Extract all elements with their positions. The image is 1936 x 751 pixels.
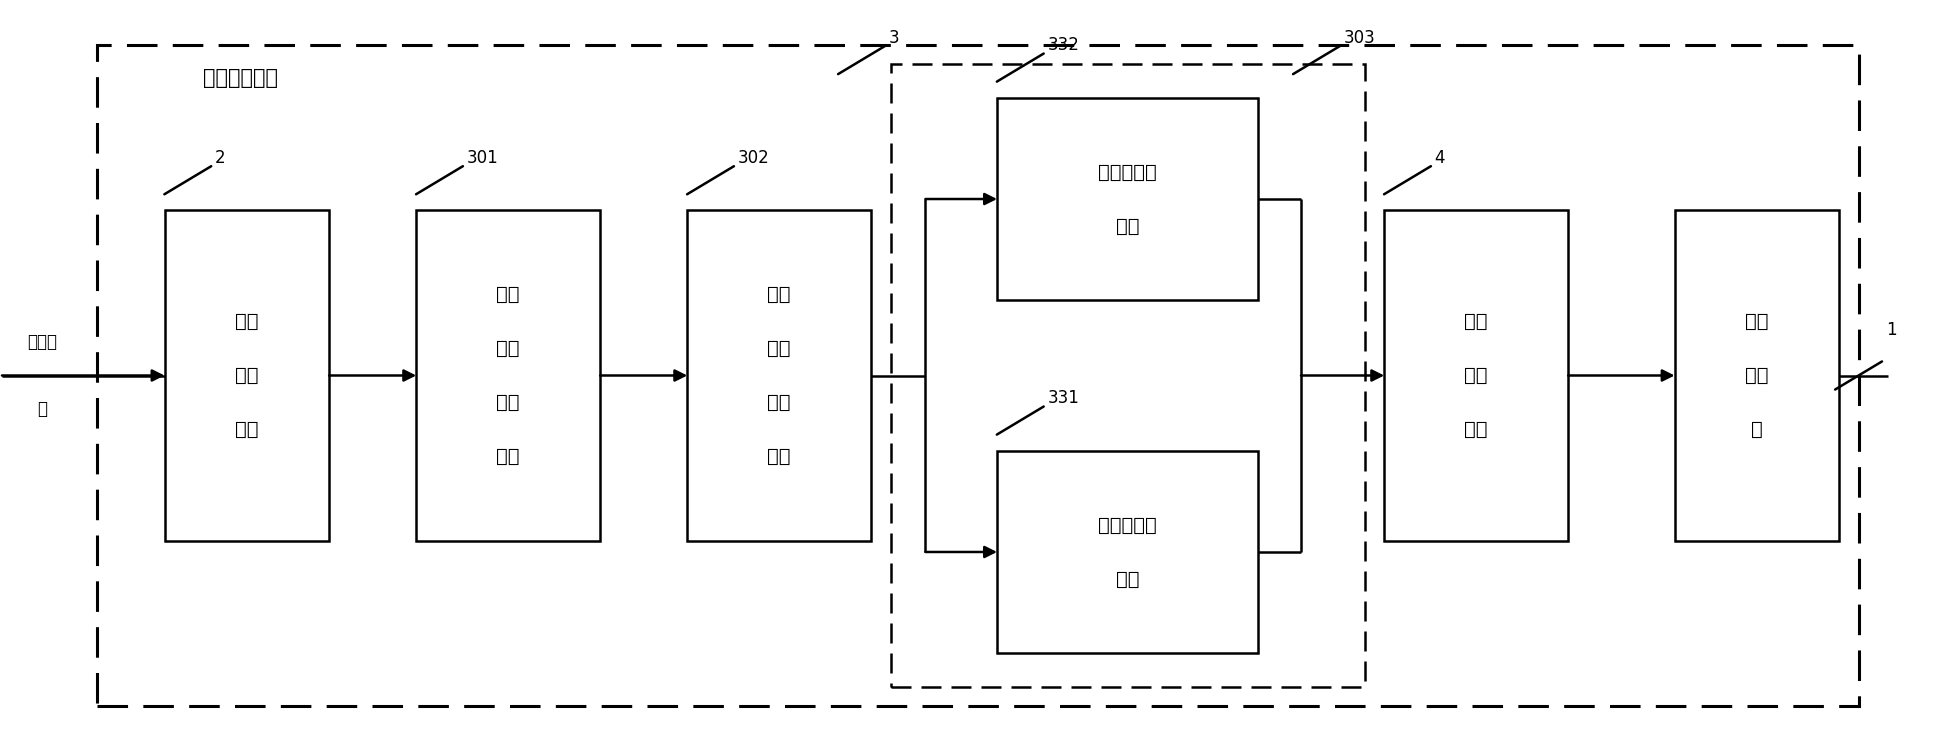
Text: 单元: 单元 <box>1115 216 1140 236</box>
Text: 轻重: 轻重 <box>496 339 521 358</box>
Text: 3: 3 <box>889 29 898 47</box>
Text: 控制: 控制 <box>767 393 792 412</box>
Bar <box>97 45 1859 706</box>
Text: 采集: 采集 <box>234 366 259 385</box>
Bar <box>997 451 1258 653</box>
Text: 1: 1 <box>1886 321 1895 339</box>
Text: 电压: 电压 <box>1464 312 1489 331</box>
Text: 检测: 检测 <box>767 339 792 358</box>
Text: 301: 301 <box>467 149 498 167</box>
Text: 331: 331 <box>1047 389 1078 407</box>
Text: 逆变: 逆变 <box>1744 366 1770 385</box>
Text: 303: 303 <box>1344 29 1375 47</box>
Text: 302: 302 <box>738 149 769 167</box>
Text: 谐波补偿电路: 谐波补偿电路 <box>203 68 279 88</box>
Text: 2: 2 <box>215 149 225 167</box>
Text: 控制: 控制 <box>1464 366 1489 385</box>
Text: 电流: 电流 <box>234 312 259 331</box>
Text: 单元: 单元 <box>767 447 792 466</box>
Bar <box>687 210 871 541</box>
Text: 谐波: 谐波 <box>767 285 792 304</box>
Bar <box>997 98 1258 300</box>
Text: 模块: 模块 <box>234 420 259 439</box>
Text: 光伏: 光伏 <box>1744 312 1770 331</box>
Text: 单元: 单元 <box>1115 569 1140 589</box>
Text: 模块: 模块 <box>1464 420 1489 439</box>
Bar <box>1384 210 1568 541</box>
Text: 负载电: 负载电 <box>27 333 58 351</box>
Bar <box>165 210 329 541</box>
Text: 4: 4 <box>1435 149 1444 167</box>
Bar <box>891 64 1365 687</box>
Text: 流: 流 <box>37 400 48 418</box>
Text: 负载: 负载 <box>496 285 521 304</box>
Bar <box>416 210 600 541</box>
Text: 332: 332 <box>1047 36 1078 54</box>
Text: 单元: 单元 <box>496 447 521 466</box>
Text: 重载计算子: 重载计算子 <box>1098 162 1158 182</box>
Text: 轻载计算子: 轻载计算子 <box>1098 515 1158 535</box>
Text: 判断: 判断 <box>496 393 521 412</box>
Text: 器: 器 <box>1750 420 1764 439</box>
Bar <box>1675 210 1839 541</box>
